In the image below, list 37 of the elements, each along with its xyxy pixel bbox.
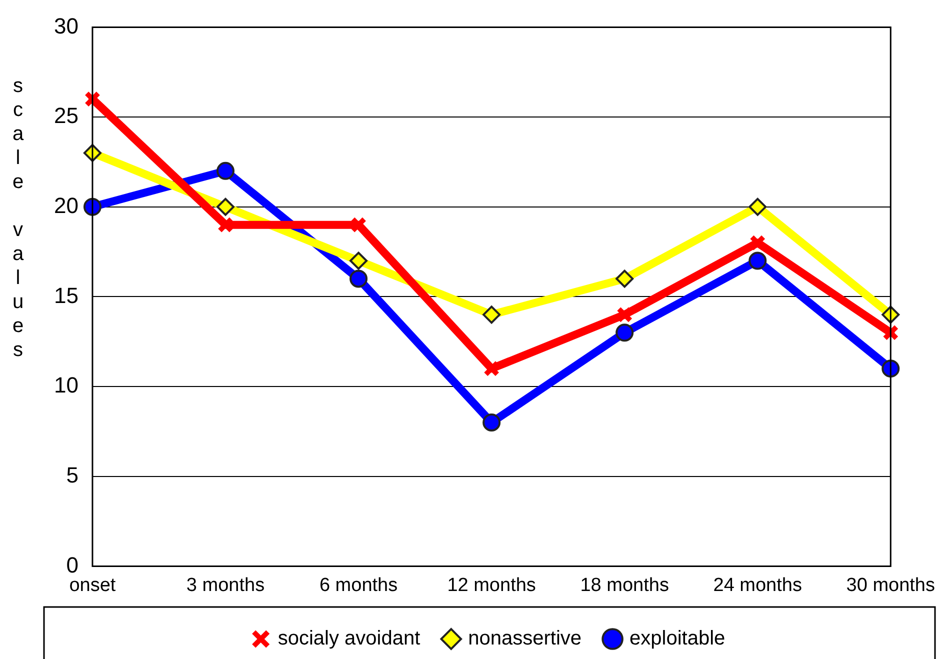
point <box>482 306 501 324</box>
legend-label: nonassertive <box>468 628 582 650</box>
point <box>483 360 500 377</box>
x-tick-label: 3 months <box>186 574 265 596</box>
point <box>482 413 501 432</box>
y-tick-label: 5 <box>66 462 78 488</box>
point <box>882 360 900 378</box>
y-axis-title: scale values <box>6 75 29 363</box>
point <box>350 216 367 233</box>
x-tick-label: 12 months <box>447 574 536 596</box>
legend-label: socialy avoidant <box>278 628 421 650</box>
point <box>748 198 767 216</box>
y-tick-label: 15 <box>54 282 78 308</box>
x-tick-label: 6 months <box>319 574 398 596</box>
point <box>748 252 767 270</box>
point <box>616 306 633 323</box>
point <box>84 90 101 108</box>
x-tick-label: 30 months <box>846 574 936 596</box>
y-tick-label: 10 <box>54 372 78 398</box>
y-tick-label: 20 <box>54 192 78 218</box>
legend-label: exploitable <box>630 628 726 650</box>
x-tick-label: onset <box>69 574 116 596</box>
point <box>616 270 634 288</box>
point <box>216 162 234 180</box>
point <box>616 324 634 342</box>
y-tick-label: 25 <box>54 103 78 128</box>
point <box>749 234 766 251</box>
y-tick-label: 0 <box>66 552 78 578</box>
point <box>882 324 899 341</box>
x-tick-label: 18 months <box>580 574 669 596</box>
point <box>217 216 234 233</box>
point <box>216 198 234 216</box>
point <box>350 270 368 288</box>
x-tick-label: 24 months <box>713 574 802 596</box>
y-tick-label: 30 <box>54 13 78 38</box>
point <box>83 198 102 216</box>
point <box>350 252 368 270</box>
